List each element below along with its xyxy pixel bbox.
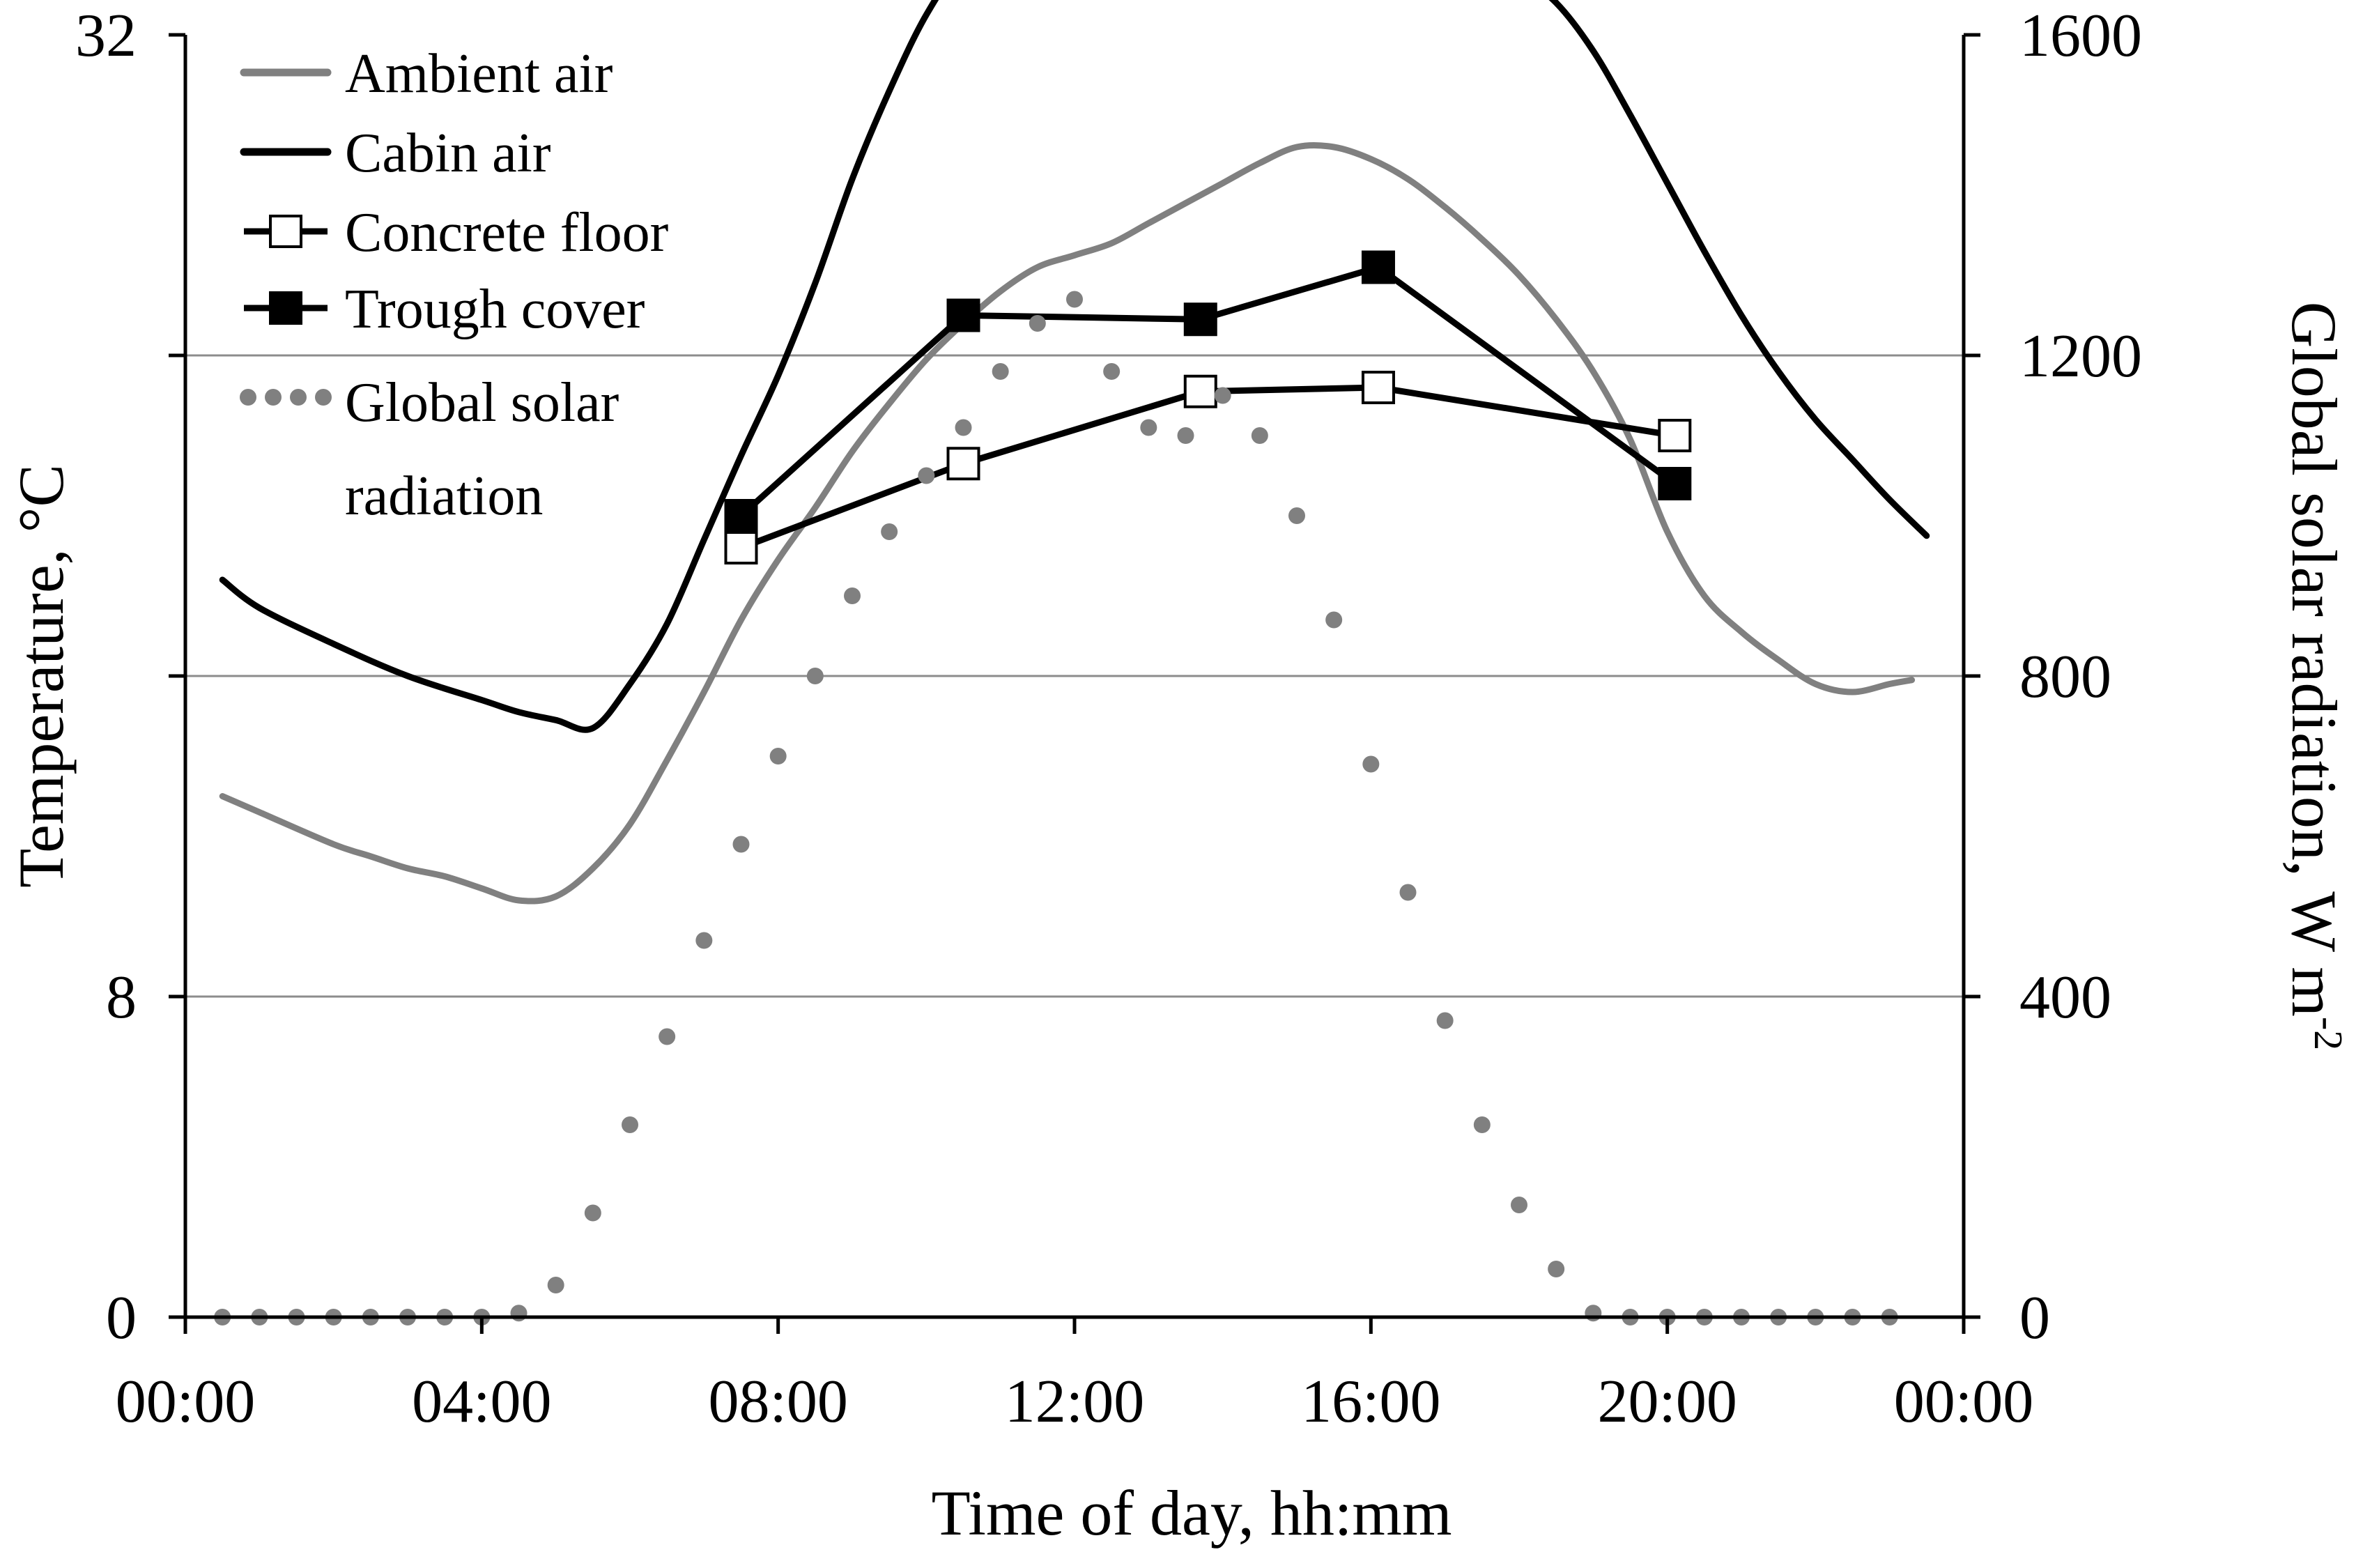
x-axis-title: Time of day, hh:mm: [931, 1477, 1452, 1548]
y-tick-label-0: 0: [106, 1284, 137, 1352]
y2-tick-label-2: 800: [2019, 643, 2111, 711]
series-point-global-solar-radiation-17: [844, 587, 861, 604]
y2-axis-title-main: Global solar radiation, W m: [2279, 302, 2350, 1017]
legend-dot-global-solar-radiation-1: [265, 389, 282, 406]
x-tick-label-1: 04:00: [412, 1368, 551, 1436]
legend-dot-global-solar-radiation-2: [290, 389, 307, 406]
series-point-global-solar-radiation-33: [1436, 1012, 1454, 1029]
legend-dot-global-solar-radiation-3: [315, 389, 332, 406]
x-tick-label-4: 16:00: [1301, 1368, 1440, 1436]
series-point-global-solar-radiation-35: [1511, 1197, 1527, 1213]
series-point-global-solar-radiation-34: [1473, 1116, 1491, 1133]
series-point-global-solar-radiation-21: [992, 363, 1009, 380]
series-point-global-solar-radiation-29: [1288, 507, 1305, 524]
y2-tick-label-0: 0: [2019, 1284, 2050, 1352]
x-tick-label-2: 08:00: [708, 1368, 847, 1436]
x-tick-label-0: 00:00: [116, 1368, 255, 1436]
x-tick-label-6: 00:00: [1894, 1368, 2033, 1436]
series-point-concrete-floor-1: [946, 447, 980, 481]
series-point-global-solar-radiation-32: [1399, 884, 1417, 901]
x-tick-label-5: 20:00: [1597, 1368, 1737, 1436]
series-point-global-solar-radiation-14: [732, 836, 750, 853]
series-point-global-solar-radiation-25: [1140, 419, 1157, 436]
y2-tick-label-1: 400: [2019, 964, 2111, 1031]
plot-series: [214, 0, 1930, 1325]
y2-tick-label-4: 1600: [2019, 2, 2142, 70]
series-point-concrete-floor-3: [1361, 371, 1395, 404]
series-point-global-solar-radiation-15: [769, 748, 787, 764]
series-point-global-solar-radiation-24: [1103, 363, 1121, 380]
series-point-trough-cover-0: [724, 499, 758, 532]
series-point-global-solar-radiation-18: [881, 523, 898, 540]
series-point-trough-cover-2: [1183, 302, 1217, 337]
series-point-global-solar-radiation-9: [547, 1277, 564, 1293]
series-point-concrete-floor-2: [1183, 374, 1217, 408]
series-point-global-solar-radiation-13: [695, 932, 713, 949]
series-point-global-solar-radiation-10: [584, 1204, 601, 1222]
y2-axis-title-superscript: -2: [2307, 1017, 2352, 1050]
series-point-global-solar-radiation-26: [1177, 427, 1194, 444]
legend-label-global-solar-radiation: Global solar: [345, 372, 619, 433]
legend-marker-concrete-floor: [269, 215, 302, 248]
series-point-trough-cover-1: [946, 298, 980, 332]
y-tick-label-1: 8: [106, 964, 137, 1031]
series-point-global-solar-radiation-16: [806, 668, 824, 684]
y-tick-label-2: 32: [75, 2, 137, 70]
series-point-global-solar-radiation-20: [955, 419, 972, 436]
series-point-trough-cover-4: [1658, 467, 1692, 500]
x-tick-label-3: 12:00: [1005, 1368, 1144, 1436]
legend-label-cabin-air: Cabin air: [345, 123, 551, 184]
series-line-ambient-air: [219, 141, 1916, 905]
legend-label-ambient-air: Ambient air: [345, 43, 613, 105]
legend-dot-global-solar-radiation-0: [240, 389, 256, 406]
series-point-concrete-floor-4: [1658, 419, 1692, 452]
series-line-cabin-air: [219, 0, 1930, 733]
series-point-global-solar-radiation-27: [1214, 387, 1231, 404]
series-point-global-solar-radiation-30: [1325, 611, 1343, 629]
series-point-trough-cover-3: [1361, 250, 1395, 284]
legend-label-global-solar-radiation-line2: radiation: [345, 466, 543, 527]
legend: Ambient air Cabin air Concrete floor Trough…: [240, 43, 668, 527]
y-axis-title: Temperature, °C: [6, 464, 77, 888]
series-point-global-solar-radiation-19: [918, 467, 935, 484]
series-point-global-solar-radiation-23: [1066, 291, 1083, 308]
axis-ticks: 00:00 04:00 08:00 12:00 16:00 20:00 00:00 0 8 32 0…: [75, 2, 2142, 1436]
series-point-global-solar-radiation-31: [1362, 755, 1380, 773]
series-point-global-solar-radiation-37: [1585, 1305, 1602, 1322]
gridlines: [185, 354, 1964, 998]
series-point-global-solar-radiation-36: [1548, 1261, 1565, 1277]
series-point-global-solar-radiation-12: [659, 1028, 676, 1045]
series-point-concrete-floor-0: [724, 531, 758, 564]
series-point-global-solar-radiation-22: [1029, 315, 1046, 332]
legend-label-concrete-floor: Concrete floor: [345, 202, 668, 263]
series-point-global-solar-radiation-28: [1251, 427, 1268, 444]
y2-tick-label-3: 1200: [2019, 323, 2142, 390]
series-point-global-solar-radiation-8: [510, 1305, 528, 1322]
legend-label-trough-cover: Trough cover: [345, 279, 645, 340]
legend-marker-trough-cover: [269, 291, 302, 325]
series-point-global-solar-radiation-11: [622, 1116, 638, 1133]
y2-axis-title: Global solar radiation, W m-2: [2279, 302, 2352, 1051]
